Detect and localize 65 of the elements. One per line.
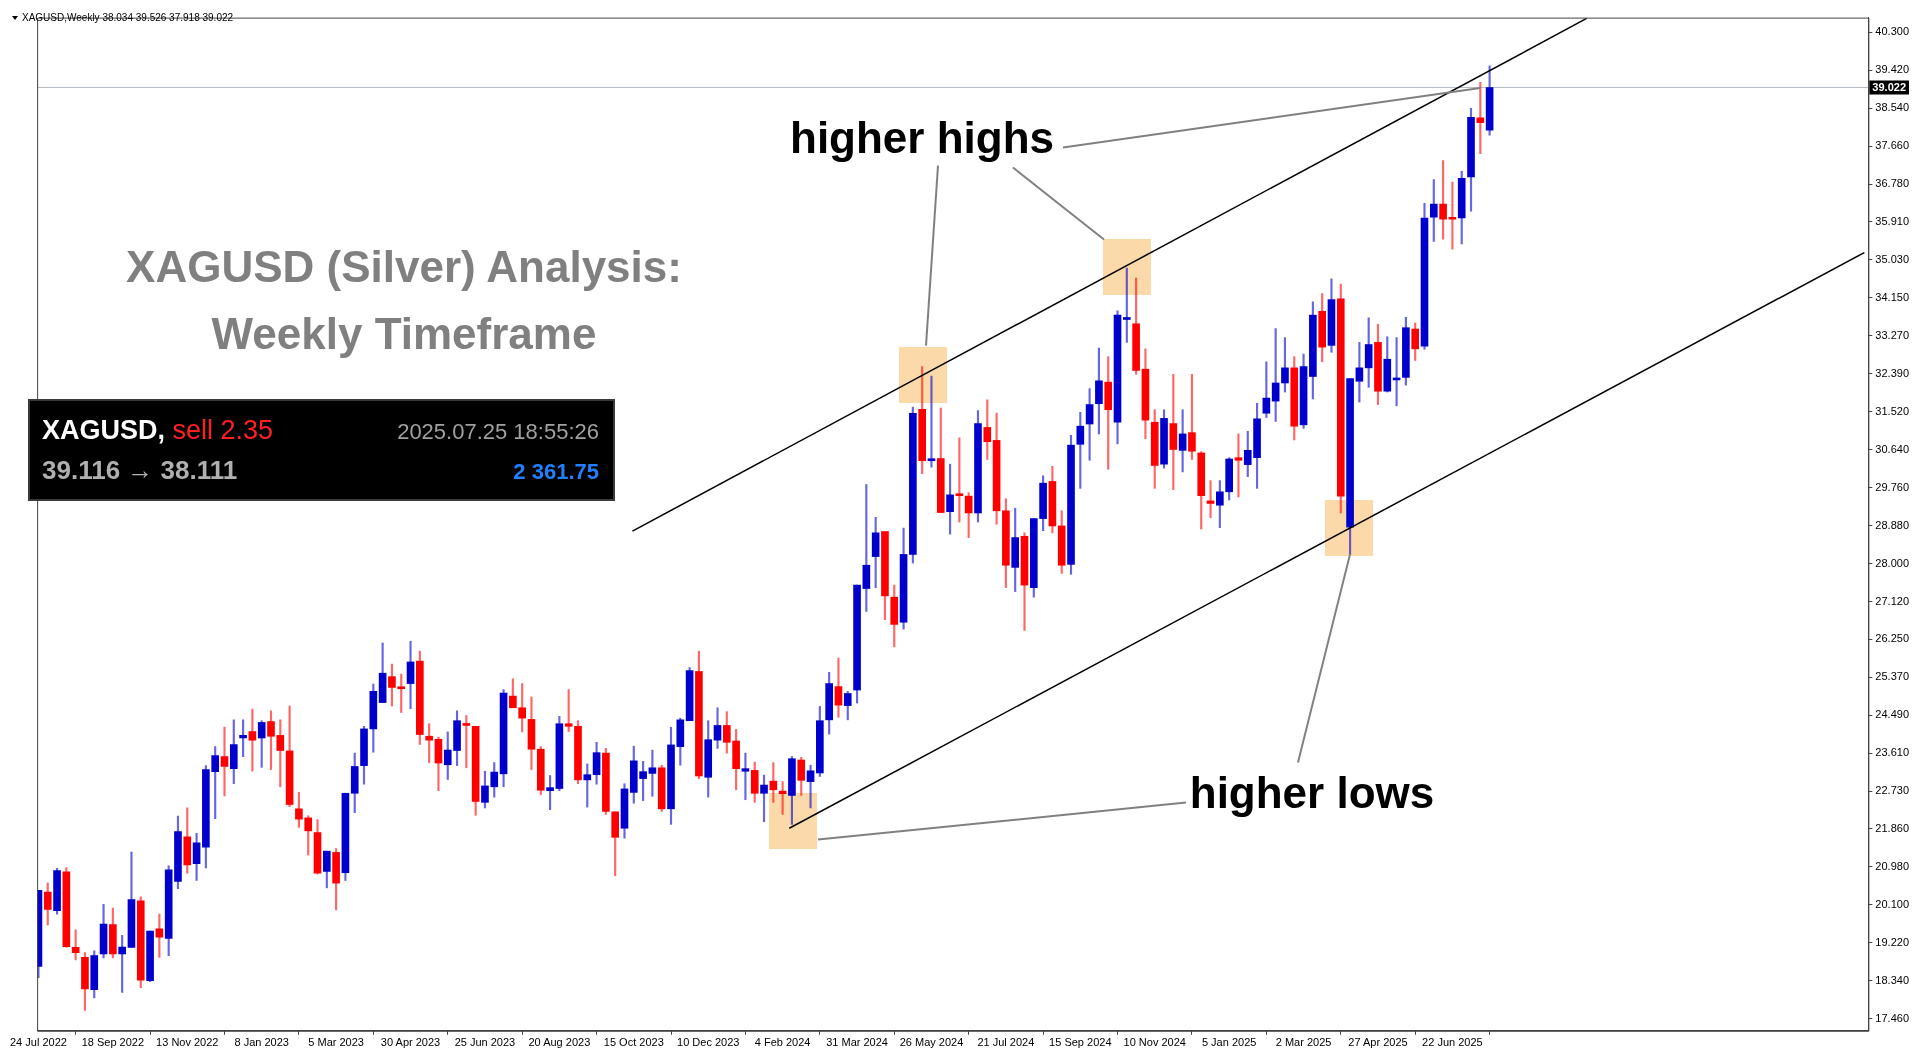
y-tick-label: 34.150	[1875, 290, 1910, 303]
x-tick-label: 21 Jul 2024	[977, 1036, 1035, 1049]
y-tick-label: 38.540	[1875, 101, 1910, 114]
x-tick-label: 18 Sep 2022	[81, 1036, 145, 1049]
y-tick-label: 25.370	[1875, 670, 1910, 683]
chart-subtitle: XAGUSD,Weekly 38.034 39.526 37.918 39.022	[22, 12, 234, 23]
x-tick-label: 26 May 2024	[899, 1036, 964, 1049]
x-tick-label: 15 Oct 2023	[603, 1036, 664, 1049]
y-tick-label: 18.340	[1875, 973, 1910, 986]
y-tick-label: 40.300	[1875, 25, 1910, 38]
x-tick-label: 5 Jan 2025	[1201, 1036, 1257, 1049]
y-tick-label: 24.490	[1875, 708, 1910, 721]
annotation: higher lows	[1188, 767, 1436, 819]
x-tick-label: 22 Jun 2025	[1422, 1036, 1483, 1049]
y-tick-label: 29.760	[1875, 480, 1910, 493]
y-tick-label: 27.120	[1875, 594, 1910, 607]
y-tick-label: 39.420	[1875, 63, 1910, 76]
x-tick-label: 25 Jun 2023	[454, 1036, 516, 1049]
x-tick-label: 2 Mar 2025	[1275, 1036, 1332, 1049]
annotation: higher highs	[789, 112, 1055, 164]
annotation: sell 2.35	[172, 415, 274, 445]
x-tick-label: 5 Mar 2023	[308, 1036, 364, 1049]
ref-line-label: 39.022	[1872, 80, 1907, 93]
candlestick	[220, 726, 229, 797]
y-tick-label: 26.250	[1875, 632, 1910, 645]
candlestick	[834, 657, 843, 718]
y-tick-label: 31.520	[1875, 404, 1910, 417]
y-tick-label: 37.660	[1875, 139, 1910, 152]
x-tick-label: 13 Nov 2022	[156, 1036, 219, 1049]
x-tick-label: 27 Apr 2025	[1348, 1036, 1408, 1049]
x-tick-label: 20 Aug 2023	[528, 1036, 591, 1049]
y-tick-label: 19.220	[1875, 935, 1910, 948]
candlestick	[955, 437, 964, 523]
y-tick-label: 33.270	[1875, 328, 1910, 341]
x-tick-label: 24 Jul 2022	[9, 1036, 67, 1049]
candlestick	[741, 752, 750, 801]
y-tick-label: 23.610	[1875, 746, 1910, 759]
annotation: XAGUSD,	[42, 415, 166, 445]
y-tick-label: 30.640	[1875, 442, 1910, 455]
annotation: 39.116 → 38.111	[42, 455, 238, 486]
candlestick	[806, 764, 815, 809]
x-tick-label: 10 Nov 2024	[1123, 1036, 1186, 1049]
x-tick-label: 31 Mar 2024	[826, 1036, 888, 1049]
x-tick-label: 30 Apr 2023	[380, 1036, 441, 1049]
y-tick-label: 32.390	[1875, 366, 1910, 379]
y-tick-label: 17.460	[1875, 1011, 1910, 1024]
x-tick-label: 4 Feb 2024	[754, 1036, 811, 1049]
x-tick-label: 8 Jan 2023	[234, 1036, 289, 1049]
y-tick-label: 35.910	[1875, 214, 1910, 227]
candlestick	[927, 375, 936, 468]
candlestick	[1234, 433, 1243, 498]
annotation: 2 361.75	[513, 459, 599, 485]
y-tick-label: 35.030	[1875, 252, 1910, 265]
candlestick	[406, 640, 415, 709]
y-tick-label: 28.000	[1875, 556, 1910, 569]
y-tick-label: 20.100	[1875, 897, 1910, 910]
y-tick-label: 22.730	[1875, 784, 1910, 797]
text: XAGUSD (Silver) Analysis: Weekly Timeframe	[125, 241, 683, 360]
y-tick-label: 28.880	[1875, 518, 1910, 531]
x-tick-label: 15 Sep 2024	[1049, 1036, 1112, 1049]
y-tick-label: 21.860	[1875, 821, 1910, 834]
annotation: 2025.07.25 18:55:26	[397, 419, 599, 445]
y-tick-label: 20.980	[1875, 859, 1910, 872]
y-tick-label: 36.780	[1875, 177, 1910, 190]
x-tick-label: 10 Dec 2023	[677, 1036, 740, 1049]
